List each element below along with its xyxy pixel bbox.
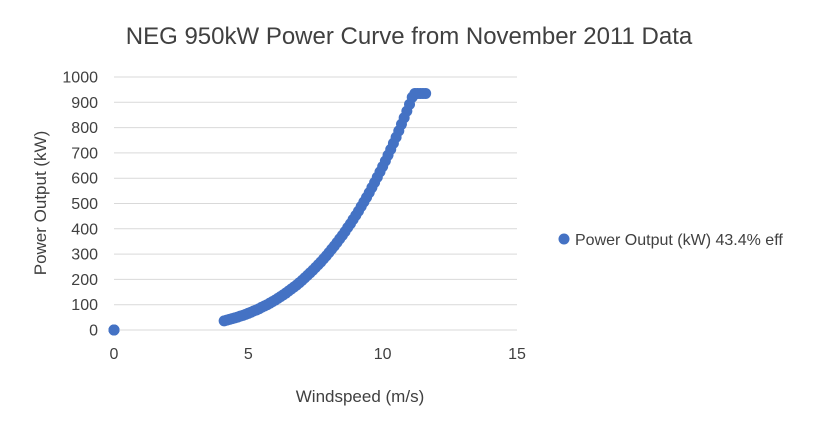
y-tick-label: 200	[71, 272, 98, 289]
y-tick-label: 900	[71, 95, 98, 112]
data-point	[420, 87, 432, 99]
y-axis-title: Power Output (kW)	[31, 131, 50, 276]
x-axis-tick-labels: 0 5 10 15	[110, 346, 526, 363]
gridlines	[114, 76, 517, 331]
y-axis-tick-labels: 0 100 200 300 400 500 600 700 800 900 1000	[62, 70, 98, 340]
x-tick-label: 15	[508, 346, 526, 363]
legend-marker	[558, 233, 570, 245]
y-tick-label: 300	[71, 247, 98, 264]
y-tick-label: 400	[71, 221, 98, 238]
x-tick-label: 0	[110, 346, 119, 363]
x-tick-label: 5	[244, 346, 253, 363]
data-point	[108, 324, 120, 336]
y-tick-label: 0	[89, 323, 98, 340]
y-tick-label: 700	[71, 145, 98, 162]
y-tick-label: 500	[71, 196, 98, 213]
legend-label: Power Output (kW) 43.4% eff	[575, 232, 783, 249]
y-tick-label: 600	[71, 171, 98, 188]
x-tick-label: 10	[374, 346, 392, 363]
y-tick-label: 100	[71, 297, 98, 314]
x-axis-title: Windspeed (m/s)	[296, 387, 424, 406]
data-points	[108, 87, 432, 336]
chart-title: NEG 950kW Power Curve from November 2011…	[126, 23, 693, 50]
legend: Power Output (kW) 43.4% eff	[558, 232, 783, 249]
y-tick-label: 1000	[62, 70, 98, 87]
y-tick-label: 800	[71, 120, 98, 137]
